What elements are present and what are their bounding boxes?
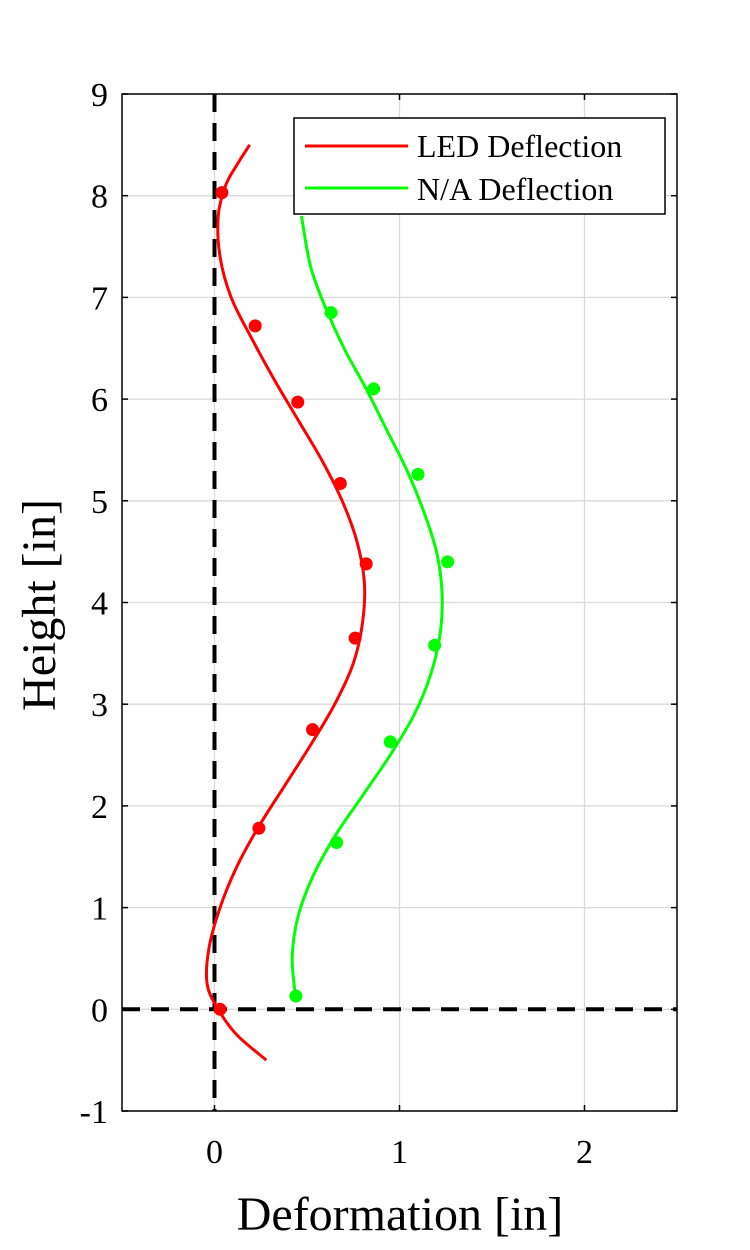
data-point-series-1 (441, 555, 455, 569)
y-tick-label: 5 (91, 484, 108, 521)
y-tick-label: 4 (91, 586, 108, 623)
data-point-series-0 (333, 477, 347, 491)
y-tick-label: 7 (91, 280, 108, 317)
grid-lines (122, 93, 677, 1112)
data-point-series-1 (289, 989, 303, 1003)
data-point-series-1 (411, 467, 425, 481)
data-point-series-1 (330, 836, 344, 850)
data-point-series-0 (252, 821, 266, 835)
x-tick-label: 2 (576, 1134, 593, 1171)
y-tick-label: 9 (91, 77, 108, 114)
series-line-1 (290, 215, 444, 1000)
y-axis-label: Height [in] (13, 499, 66, 711)
data-point-series-0 (215, 186, 229, 200)
y-tick-label: 3 (91, 687, 108, 724)
plot-area (204, 144, 455, 1062)
legend-text-led: LED Deflection (417, 128, 622, 164)
x-tick-label: 0 (206, 1134, 223, 1171)
data-point-series-1 (324, 306, 338, 320)
data-point-series-1 (428, 638, 442, 652)
y-tick-label: 2 (91, 789, 108, 826)
data-point-series-0 (359, 557, 373, 571)
series-line-0 (204, 144, 367, 1062)
data-point-series-0 (306, 723, 320, 737)
x-axis-label: Deformation [in] (237, 1188, 564, 1241)
y-tick-label: 8 (91, 179, 108, 216)
y-tick-label: 6 (91, 382, 108, 419)
data-point-series-0 (291, 395, 305, 409)
x-tick-label: 1 (391, 1134, 408, 1171)
y-tick-label: 0 (91, 992, 108, 1029)
data-point-series-0 (348, 631, 362, 645)
y-tick-label: 1 (91, 891, 108, 928)
axis-ticks: 0 1 2 -1 0 1 2 3 4 5 6 7 8 9 (80, 77, 677, 1171)
data-point-series-1 (367, 382, 381, 396)
legend: LED Deflection N/A Deflection (293, 117, 666, 215)
data-point-series-0 (213, 1002, 227, 1016)
data-point-series-0 (248, 319, 262, 333)
legend-text-na: N/A Deflection (417, 171, 613, 207)
y-tick-label: -1 (80, 1094, 108, 1131)
legend-box (293, 117, 666, 215)
data-point-series-1 (383, 735, 397, 749)
